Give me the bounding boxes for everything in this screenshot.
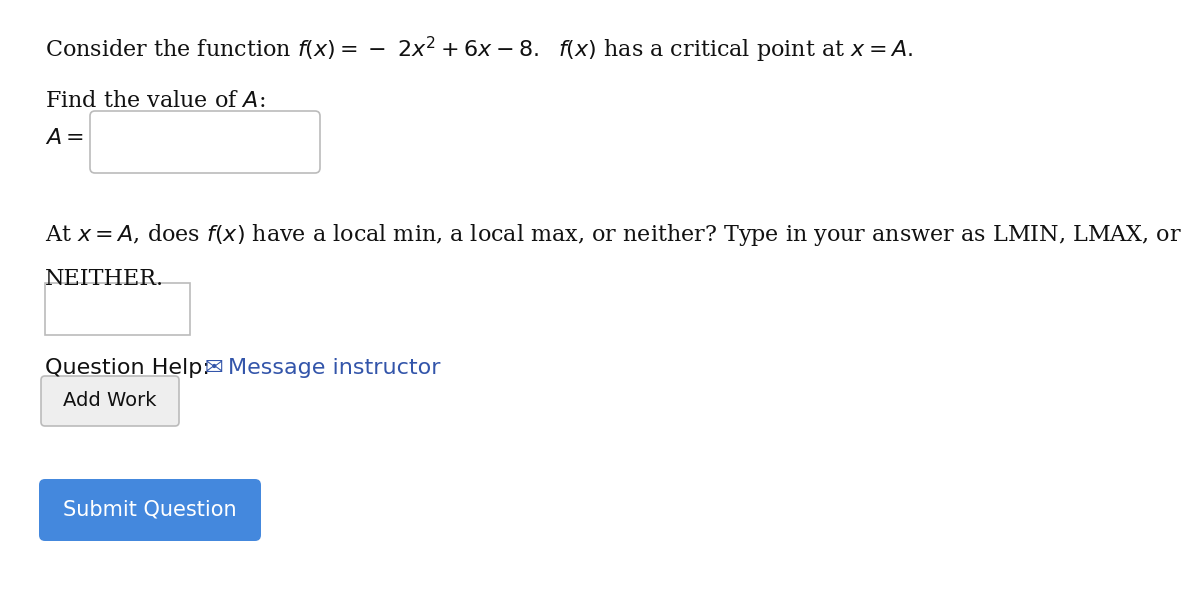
Text: Message instructor: Message instructor: [228, 358, 440, 378]
Text: Add Work: Add Work: [64, 392, 157, 410]
Text: Consider the function $f(x) = -\ 2x^2 + 6x - 8.\ \ f(x)$ has a critical point at: Consider the function $f(x) = -\ 2x^2 + …: [46, 35, 913, 65]
FancyBboxPatch shape: [46, 283, 190, 335]
FancyBboxPatch shape: [41, 376, 179, 426]
Text: Submit Question: Submit Question: [64, 500, 236, 520]
FancyBboxPatch shape: [38, 479, 262, 541]
Text: $A =$: $A =$: [46, 127, 84, 149]
Text: NEITHER.: NEITHER.: [46, 268, 164, 290]
Text: Find the value of $A$:: Find the value of $A$:: [46, 90, 265, 112]
Text: At $x = A$, does $f(x)$ have a local min, a local max, or neither? Type in your : At $x = A$, does $f(x)$ have a local min…: [46, 222, 1182, 248]
Text: ✉: ✉: [205, 358, 223, 378]
FancyBboxPatch shape: [90, 111, 320, 173]
Text: Question Help:: Question Help:: [46, 358, 210, 378]
